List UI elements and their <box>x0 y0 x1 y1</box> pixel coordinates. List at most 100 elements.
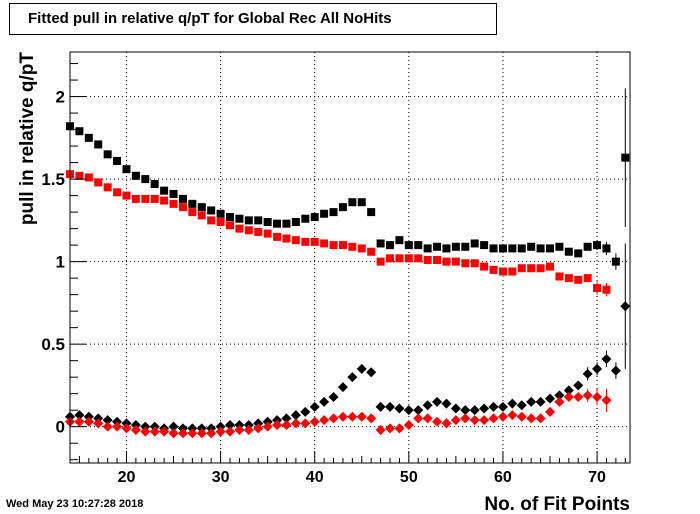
data-point <box>337 411 348 422</box>
plot-frame <box>69 51 631 464</box>
data-point <box>366 413 377 424</box>
x-tick-label: 20 <box>118 469 136 486</box>
data-point <box>244 226 253 235</box>
data-point <box>168 421 179 432</box>
data-point <box>102 415 113 426</box>
data-point <box>564 247 573 256</box>
data-point <box>601 395 612 406</box>
data-point <box>386 241 394 250</box>
data-point <box>366 367 377 378</box>
data-point <box>225 426 235 437</box>
data-marks <box>65 88 631 439</box>
data-point <box>254 227 263 236</box>
data-point <box>480 262 489 271</box>
data-point <box>470 239 479 248</box>
data-point <box>160 196 169 205</box>
data-point <box>555 272 564 281</box>
data-point <box>461 259 470 268</box>
data-point <box>188 208 197 217</box>
data-point <box>574 275 583 284</box>
data-point <box>216 218 225 227</box>
data-point <box>159 426 170 437</box>
data-point <box>497 411 508 422</box>
data-point <box>188 199 197 208</box>
data-point <box>516 400 527 411</box>
data-point <box>84 173 93 182</box>
data-point <box>432 416 443 427</box>
data-point <box>75 171 84 180</box>
data-point <box>526 413 537 424</box>
data-point <box>403 420 414 431</box>
data-point <box>310 213 319 222</box>
data-point <box>103 150 112 159</box>
data-point <box>508 267 517 276</box>
x-tick-label: 40 <box>306 469 324 486</box>
data-point <box>526 396 537 407</box>
data-point <box>273 232 282 241</box>
data-point <box>356 363 367 374</box>
data-point <box>141 194 150 203</box>
data-point <box>272 420 283 431</box>
data-point <box>554 390 565 401</box>
data-point <box>545 393 555 404</box>
data-point <box>263 229 272 238</box>
data-point <box>621 153 630 162</box>
data-point <box>150 194 159 203</box>
data-point <box>300 406 311 417</box>
data-point <box>413 405 424 416</box>
data-point <box>226 221 234 230</box>
y-tick-label: 2 <box>56 88 65 107</box>
data-point <box>395 236 404 245</box>
data-point <box>93 418 104 429</box>
data-point <box>338 203 347 212</box>
data-point <box>582 368 593 379</box>
data-point <box>103 183 112 192</box>
data-point <box>563 385 574 396</box>
data-point <box>290 410 301 421</box>
data-point <box>479 415 490 426</box>
data-point <box>488 413 499 424</box>
data-point <box>375 424 386 435</box>
data-point <box>470 259 479 268</box>
data-point <box>122 165 131 174</box>
data-point <box>593 284 602 293</box>
data-point <box>356 411 367 422</box>
data-point <box>593 241 602 250</box>
data-point <box>207 216 216 225</box>
data-point <box>469 405 480 416</box>
data-point <box>226 213 234 222</box>
data-point <box>291 218 300 227</box>
data-point <box>488 401 499 412</box>
data-point <box>573 380 584 391</box>
data-point <box>348 242 357 251</box>
data-point <box>177 428 188 439</box>
data-point <box>451 242 460 251</box>
data-point <box>564 274 573 283</box>
data-point <box>141 175 150 184</box>
data-point <box>479 403 490 414</box>
data-point <box>450 415 461 426</box>
data-point <box>545 406 555 417</box>
data-point <box>319 415 330 426</box>
x-tick-label: 50 <box>400 469 418 486</box>
data-point <box>281 413 292 424</box>
data-point <box>244 216 253 225</box>
data-point <box>121 423 132 434</box>
data-point <box>442 244 451 253</box>
data-point <box>207 206 216 215</box>
data-point <box>480 241 489 250</box>
data-point <box>610 365 621 376</box>
data-point <box>583 242 592 251</box>
x-tick-label: 60 <box>494 469 512 486</box>
data-point <box>527 264 536 273</box>
data-point <box>611 257 620 266</box>
data-point <box>113 156 122 165</box>
data-point <box>554 396 565 407</box>
data-point <box>225 420 235 431</box>
data-point <box>385 401 395 412</box>
data-point <box>433 242 442 251</box>
data-point <box>441 418 452 429</box>
data-point <box>395 254 404 263</box>
data-point <box>546 244 554 253</box>
